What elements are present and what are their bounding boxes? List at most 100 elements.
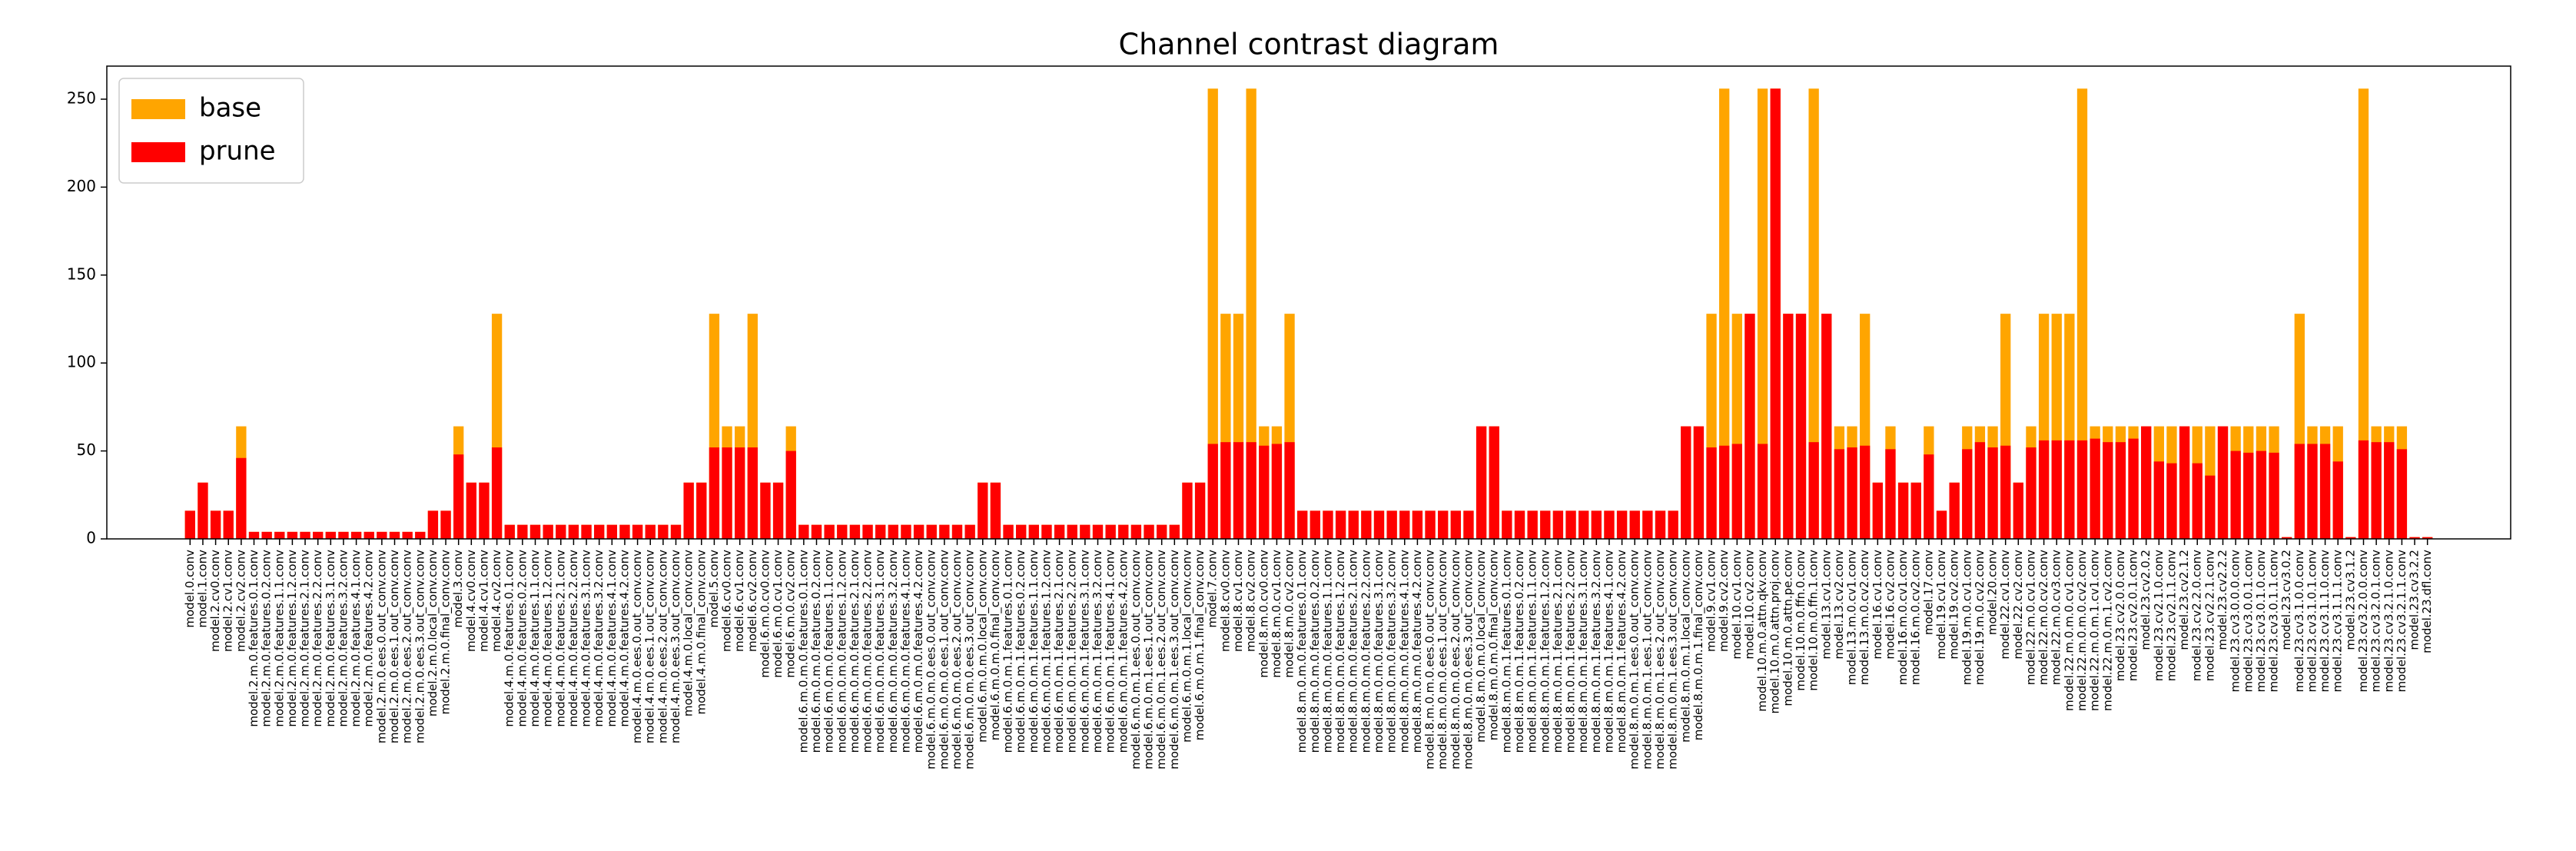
x-tick-label: model.8.m.0.m.1.ees.3.out_conv.conv: [1666, 550, 1681, 770]
bar: [2358, 88, 2369, 540]
bar: [888, 524, 898, 539]
bar: [1144, 524, 1154, 539]
x-tick-label: model.23.cv2.2.1.conv: [2203, 550, 2216, 681]
x-tick-label: model.6.cv0.conv: [720, 550, 734, 652]
bar: [862, 524, 873, 539]
bar: [1565, 510, 1576, 539]
bar: [2422, 537, 2433, 539]
x-tick-label: model.22.m.0.cv2.conv: [2037, 550, 2050, 685]
bar: [1719, 445, 1730, 539]
bar: [2294, 444, 2305, 539]
bar: [236, 457, 247, 539]
bar: [658, 524, 669, 539]
bar: [1808, 88, 1819, 540]
bar: [798, 524, 809, 539]
bar: [453, 454, 464, 539]
x-tick-label: model.22.cv2.conv: [2011, 550, 2025, 660]
bar: [479, 482, 490, 539]
bar: [772, 482, 784, 539]
x-tick-label: model.6.m.0.cv0.conv: [758, 550, 772, 678]
bar: [1936, 510, 1947, 539]
x-tick-label: model.8.m.0.m.0.ees.1.out_conv.conv: [1436, 550, 1450, 770]
x-tick-label: model.8.m.0.m.0.features.0.1.conv: [1295, 550, 1309, 753]
x-tick-label: model.6.m.0.m.0.ees.0.out_conv.conv: [925, 550, 939, 770]
x-tick-label: model.6.m.0.m.0.final_conv.conv: [988, 550, 1003, 740]
x-tick-label: model.4.m.0.ees.3.out_conv.conv: [669, 550, 683, 743]
x-tick-label: model.2.m.0.features.2.2.conv: [310, 550, 324, 727]
bar: [1552, 510, 1564, 539]
x-tick-label: model.10.m.0.ffn.1.conv: [1807, 550, 1821, 691]
x-tick-label: model.6.m.0.m.1.features.3.1.conv: [1077, 550, 1091, 753]
x-tick-label: model.8.cv0.conv: [1218, 550, 1232, 652]
x-tick-label: model.10.cv2.conv: [1742, 550, 1756, 660]
bar: [696, 482, 707, 539]
bar: [2115, 442, 2126, 539]
x-tick-label: model.1.conv: [195, 550, 209, 628]
x-tick-label: model.4.m.0.features.2.1.conv: [553, 550, 567, 727]
x-tick-label: model.20.conv: [1986, 550, 2000, 635]
bar: [261, 531, 272, 539]
x-tick-label: model.6.m.0.m.0.features.1.1.conv: [822, 550, 836, 753]
bar: [1808, 442, 1819, 539]
bar: [300, 531, 310, 539]
bar: [1974, 442, 1986, 539]
x-tick-label: model.4.m.0.ees.1.out_conv.conv: [643, 550, 658, 743]
bar: [1054, 524, 1065, 539]
x-tick-label: model.10.m.0.attn.pe.conv: [1781, 550, 1794, 706]
x-tick-label: model.6.m.0.m.0.local_conv.conv: [975, 550, 990, 743]
bar: [875, 524, 886, 539]
x-tick-label: model.2.m.0.ees.0.out_conv.conv: [374, 550, 389, 743]
bar: [1616, 510, 1628, 539]
x-tick-label: model.4.m.0.final_conv.conv: [694, 550, 709, 715]
bar: [1438, 510, 1449, 539]
bar: [1540, 510, 1551, 539]
bar: [2000, 445, 2011, 539]
x-tick-label: model.6.m.0.m.0.ees.2.out_conv.conv: [950, 550, 964, 770]
y-tick-label: 0: [86, 529, 96, 547]
x-tick-label: model.4.m.0.ees.2.out_conv.conv: [656, 550, 670, 743]
bar: [2205, 475, 2216, 539]
x-tick-label: model.23.cv3.1.1.1.conv: [2331, 550, 2345, 693]
bar: [1348, 510, 1359, 539]
bar: [1041, 524, 1052, 539]
bar: [2064, 440, 2075, 539]
bar: [1847, 447, 1857, 539]
bar: [735, 447, 745, 539]
x-tick-label: model.8.m.0.m.0.ees.3.out_conv.conv: [1461, 550, 1476, 770]
x-tick-label: model.10.m.0.attn.proj.conv: [1768, 550, 1782, 714]
x-tick-label: model.19.m.0.cv2.conv: [1973, 550, 1987, 685]
bar: [1169, 524, 1180, 539]
bar: [1450, 510, 1461, 539]
x-tick-label: model.23.cv3.2.0.0.conv: [2356, 550, 2370, 693]
x-tick-label: model.22.m.0.m.0.cv1.conv: [2062, 550, 2076, 711]
y-tick-label: 50: [77, 440, 96, 459]
x-tick-label: model.23.cv3.0.0.0.conv: [2229, 550, 2242, 693]
bar: [2319, 444, 2331, 539]
x-tick-label: model.9.cv1.conv: [1705, 550, 1718, 652]
bar: [939, 524, 950, 539]
x-tick-label: model.6.cv1.conv: [732, 550, 746, 652]
x-tick-label: model.2.m.0.features.4.1.conv: [349, 550, 363, 727]
bar: [248, 531, 260, 539]
bar: [760, 482, 771, 539]
bar: [1207, 444, 1218, 539]
x-tick-label: model.23.cv2.0.0.conv: [2113, 550, 2127, 681]
y-tick-label: 200: [67, 177, 96, 195]
bar: [1028, 524, 1039, 539]
x-tick-label: model.8.m.0.m.0.local_conv.conv: [1474, 550, 1489, 743]
bar: [849, 524, 861, 539]
y-tick-label: 100: [67, 353, 96, 371]
x-tick-label: model.6.m.0.m.1.final_conv.conv: [1193, 550, 1207, 740]
x-tick-label: model.4.cv0.conv: [464, 550, 478, 652]
chart-title: Channel contrast diagram: [1119, 28, 1499, 61]
x-tick-label: model.2.m.0.final_conv.conv: [439, 550, 453, 715]
bar: [978, 482, 988, 539]
x-tick-label: model.8.m.0.m.0.features.2.1.conv: [1346, 550, 1360, 753]
x-tick-label: model.2.m.0.features.1.1.conv: [272, 550, 286, 727]
x-tick-label: model.4.cv2.conv: [490, 550, 503, 652]
x-tick-label: model.23.dfl.conv: [2420, 550, 2434, 653]
bar: [785, 450, 796, 539]
x-tick-label: model.5.conv: [707, 550, 721, 628]
bar: [837, 524, 848, 539]
